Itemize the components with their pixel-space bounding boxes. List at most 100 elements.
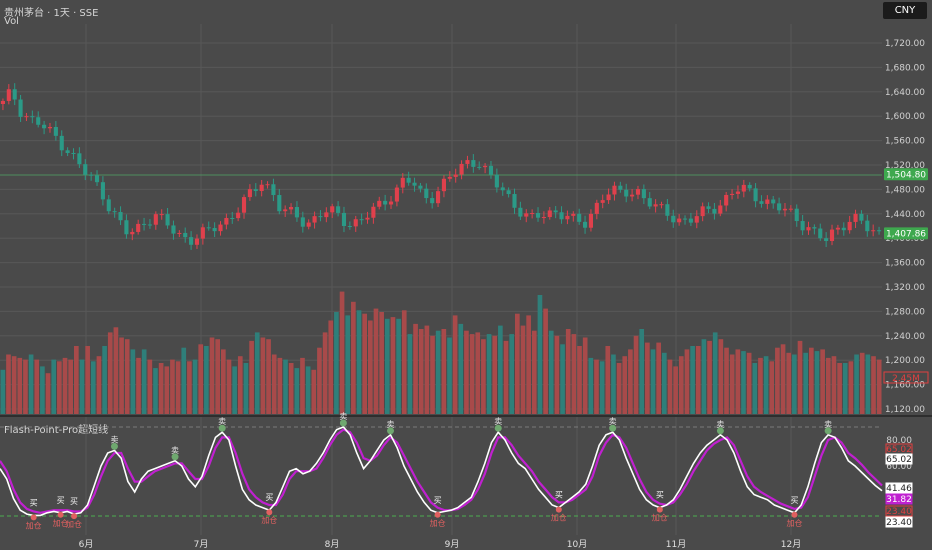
volume-bar bbox=[413, 323, 418, 414]
volume-bar bbox=[11, 356, 17, 414]
candle-body bbox=[453, 174, 458, 177]
candle-body bbox=[89, 174, 94, 176]
sell-signal-label: 卖 bbox=[387, 420, 395, 429]
candle-body bbox=[77, 153, 82, 165]
volume-bar bbox=[362, 313, 367, 414]
volume-bar bbox=[328, 320, 334, 414]
volume-bar bbox=[690, 346, 695, 414]
indicator-value-tag bbox=[885, 505, 913, 517]
candle-body bbox=[588, 213, 593, 228]
volume-tag-label: 2.45M bbox=[892, 374, 920, 384]
candle-body bbox=[336, 206, 341, 213]
candle-body bbox=[753, 188, 758, 202]
candle-body bbox=[377, 200, 382, 207]
add-signal-label: 加仓 bbox=[26, 520, 42, 530]
candle-body bbox=[665, 204, 670, 216]
add-signal-marker bbox=[791, 511, 798, 518]
volume-bar bbox=[153, 368, 158, 414]
candle-body bbox=[494, 174, 499, 188]
volume-bar bbox=[577, 346, 582, 414]
volume-bar bbox=[814, 351, 820, 414]
volume-bar bbox=[526, 315, 531, 414]
volume-bar bbox=[311, 369, 317, 414]
volume-bar bbox=[96, 356, 102, 414]
volume-bar bbox=[582, 337, 588, 414]
volume-bar bbox=[605, 346, 611, 414]
volume-bar bbox=[62, 357, 68, 414]
volume-bar bbox=[345, 315, 351, 414]
volume-bar bbox=[447, 337, 452, 414]
candle-body bbox=[653, 204, 658, 207]
sell-signal-label: 卖 bbox=[339, 412, 347, 421]
candle-body bbox=[65, 150, 70, 154]
candle-body bbox=[253, 189, 258, 192]
volume-bar bbox=[373, 308, 379, 414]
y-tick-label: 1,200.00 bbox=[885, 356, 925, 366]
candle-body bbox=[688, 218, 693, 223]
y-tick-label: 1,520.00 bbox=[885, 161, 925, 171]
add-signal-label: 加仓 bbox=[652, 513, 668, 523]
y-tick-label: 1,240.00 bbox=[885, 332, 925, 342]
candle-body bbox=[671, 215, 676, 223]
candle-body bbox=[106, 199, 111, 212]
candle-body bbox=[265, 184, 270, 186]
candle-body bbox=[18, 99, 23, 117]
volume-bar bbox=[503, 340, 509, 414]
volume-bar bbox=[74, 346, 79, 414]
sell-signal-label: 卖 bbox=[171, 446, 179, 455]
candle-body bbox=[277, 195, 282, 212]
volume-bar bbox=[305, 366, 311, 414]
sell-signal-marker bbox=[824, 427, 832, 435]
volume-bar bbox=[260, 337, 266, 414]
volume-bar bbox=[515, 313, 520, 414]
candle-body bbox=[441, 178, 446, 192]
volume-bar bbox=[639, 329, 645, 414]
candle-body bbox=[465, 160, 470, 164]
volume-bar bbox=[17, 357, 23, 414]
volume-bar bbox=[611, 354, 616, 414]
candle-body bbox=[788, 208, 793, 210]
candle-body bbox=[312, 216, 317, 223]
sell-signal-marker bbox=[387, 427, 395, 435]
volume-bar bbox=[848, 361, 854, 414]
volume-bar bbox=[809, 347, 814, 414]
candle-body bbox=[818, 228, 823, 239]
candle-body bbox=[212, 228, 217, 232]
volume-bar bbox=[317, 347, 322, 414]
candle-body bbox=[353, 219, 358, 227]
volume-bar bbox=[266, 339, 271, 414]
volume-bar bbox=[396, 318, 401, 414]
candle-body bbox=[594, 202, 599, 214]
candle-body bbox=[124, 220, 129, 235]
volume-bar bbox=[543, 308, 548, 414]
candle-body bbox=[347, 226, 352, 228]
candle-body bbox=[383, 200, 388, 205]
volume-bar bbox=[746, 352, 752, 414]
buy-signal-label: 买 bbox=[30, 498, 38, 507]
candle-body bbox=[236, 212, 241, 219]
volume-bar bbox=[40, 366, 45, 414]
candle-body bbox=[53, 126, 58, 136]
volume-bar bbox=[249, 340, 254, 414]
candle-body bbox=[706, 206, 711, 209]
sell-signal-label: 卖 bbox=[716, 420, 724, 429]
volume-bar bbox=[124, 339, 130, 414]
candle-body bbox=[794, 208, 799, 222]
candle-body bbox=[771, 199, 776, 204]
volume-bar bbox=[215, 339, 220, 414]
buy-signal-label: 买 bbox=[656, 491, 664, 500]
volume-bar bbox=[181, 347, 187, 414]
volume-bar bbox=[288, 363, 294, 414]
volume-bar bbox=[481, 339, 486, 414]
volume-bar bbox=[102, 346, 107, 414]
candle-body bbox=[518, 207, 523, 217]
volume-bar bbox=[334, 312, 339, 414]
volume-bar bbox=[271, 354, 277, 414]
currency-button[interactable]: CNY bbox=[883, 2, 927, 19]
slow-line bbox=[0, 428, 883, 514]
volume-bar bbox=[283, 359, 288, 414]
candle-body bbox=[647, 198, 652, 207]
candle-body bbox=[206, 227, 211, 229]
x-tick-label: 8月 bbox=[325, 539, 340, 550]
